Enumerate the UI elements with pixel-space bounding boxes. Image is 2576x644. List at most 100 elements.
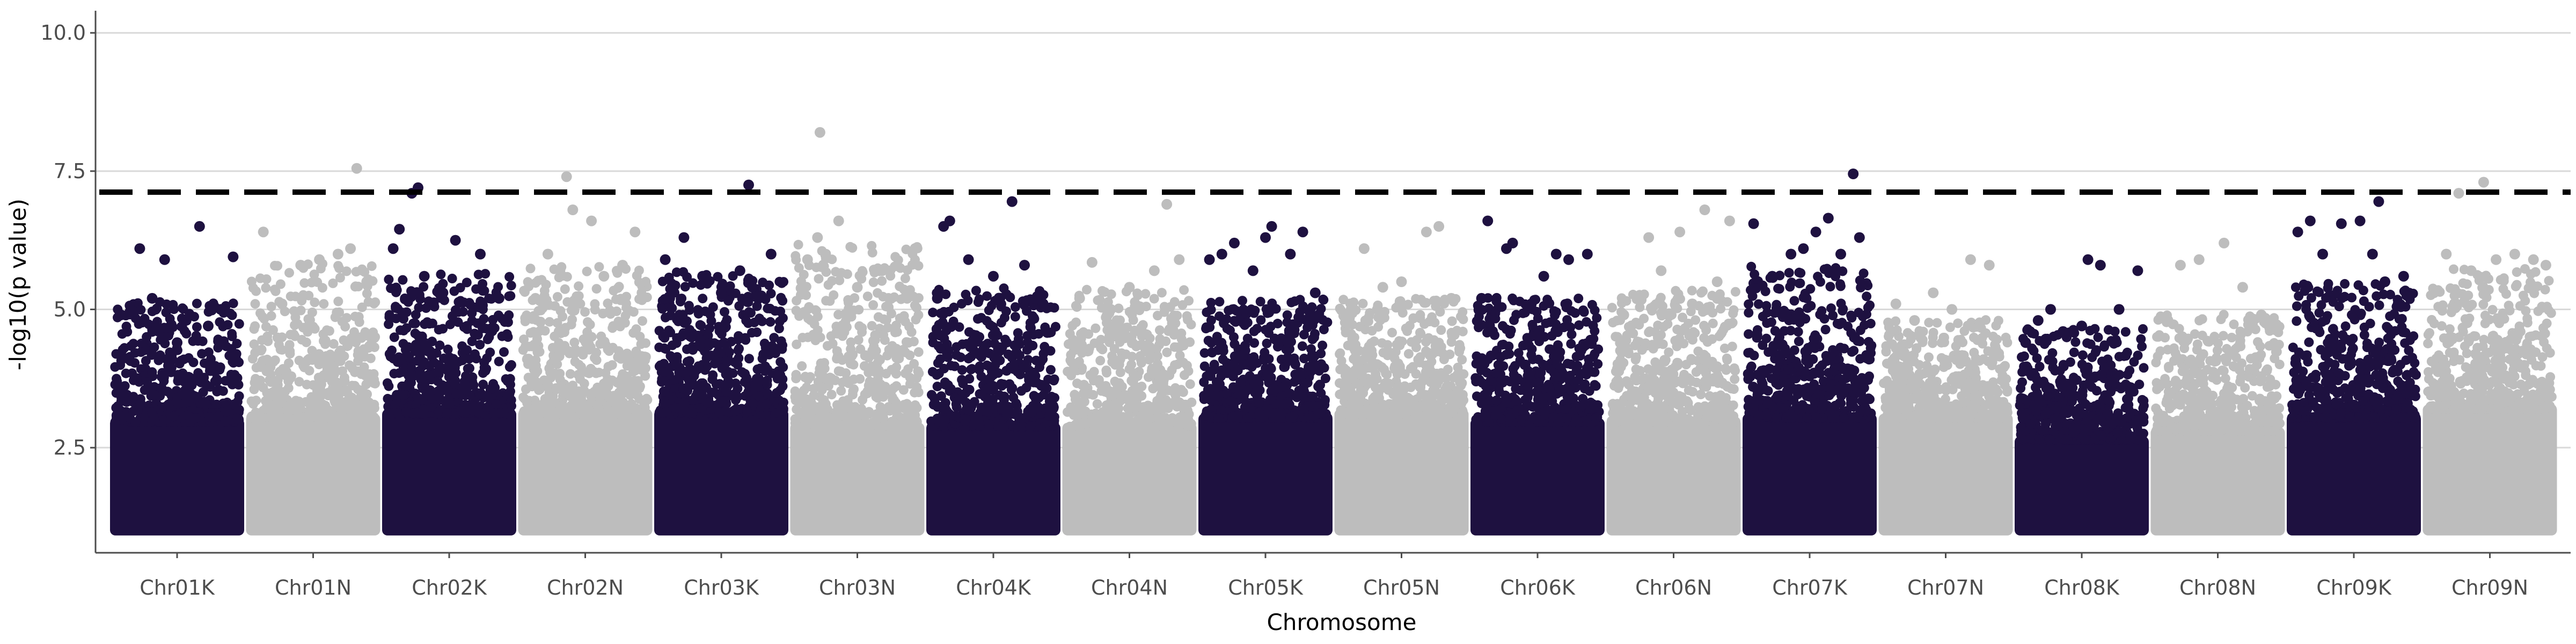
point bbox=[1285, 413, 1295, 423]
point bbox=[589, 367, 599, 377]
point bbox=[362, 289, 372, 299]
point bbox=[607, 375, 617, 385]
point bbox=[360, 327, 370, 337]
series-Chr05N bbox=[1334, 221, 1469, 536]
point bbox=[662, 407, 672, 417]
point bbox=[975, 332, 985, 342]
point bbox=[833, 310, 844, 320]
point bbox=[496, 408, 506, 418]
point bbox=[1125, 389, 1136, 399]
point bbox=[227, 331, 237, 341]
point bbox=[976, 313, 986, 323]
point bbox=[759, 339, 770, 348]
point bbox=[899, 284, 909, 295]
point bbox=[232, 339, 242, 349]
point bbox=[287, 371, 296, 381]
top-point-Chr01K-3 bbox=[147, 292, 158, 304]
point bbox=[1029, 391, 1039, 401]
point bbox=[765, 317, 775, 327]
point bbox=[744, 354, 754, 364]
point bbox=[1255, 297, 1265, 306]
top-point-Chr04K-0 bbox=[932, 292, 943, 304]
point bbox=[502, 329, 512, 339]
point bbox=[550, 301, 560, 311]
point bbox=[878, 392, 888, 402]
point bbox=[762, 399, 772, 409]
point bbox=[416, 372, 427, 383]
point bbox=[197, 336, 208, 346]
point bbox=[814, 274, 824, 284]
point bbox=[848, 305, 859, 316]
point bbox=[284, 358, 294, 368]
point bbox=[556, 328, 566, 339]
point bbox=[1049, 376, 1059, 386]
point bbox=[858, 395, 868, 405]
point bbox=[723, 296, 734, 306]
point bbox=[425, 361, 435, 371]
series-Chr01N bbox=[246, 163, 380, 536]
point bbox=[144, 319, 154, 330]
point bbox=[205, 382, 215, 392]
point bbox=[290, 320, 299, 330]
point bbox=[467, 372, 478, 382]
point bbox=[1229, 398, 1239, 408]
point bbox=[1026, 323, 1036, 333]
point bbox=[1170, 383, 1181, 393]
point bbox=[136, 398, 146, 408]
point bbox=[1021, 383, 1031, 393]
point bbox=[723, 376, 733, 386]
point bbox=[1239, 304, 1249, 314]
point bbox=[1095, 355, 1106, 365]
point bbox=[837, 407, 847, 417]
point bbox=[552, 292, 562, 302]
point bbox=[836, 386, 846, 396]
point bbox=[1071, 391, 1081, 401]
point bbox=[266, 377, 276, 387]
point bbox=[611, 294, 621, 304]
point bbox=[466, 405, 476, 415]
point bbox=[562, 297, 573, 307]
point bbox=[963, 354, 974, 364]
top-point-Chr01K-2 bbox=[134, 243, 145, 254]
point bbox=[752, 327, 762, 338]
point bbox=[1435, 307, 1445, 317]
top-point-Chr02N-4 bbox=[586, 215, 597, 226]
point bbox=[365, 372, 376, 382]
point bbox=[285, 349, 295, 359]
point bbox=[729, 357, 740, 367]
top-point-Chr01K-4 bbox=[159, 254, 170, 265]
top-point-Chr01N-2 bbox=[295, 260, 306, 271]
point bbox=[462, 324, 472, 334]
point bbox=[270, 411, 280, 421]
top-point-Chr01K-6 bbox=[194, 221, 205, 232]
point bbox=[1320, 374, 1330, 384]
point bbox=[1240, 402, 1250, 412]
point bbox=[628, 307, 639, 317]
point bbox=[370, 297, 380, 308]
point bbox=[913, 310, 924, 320]
point bbox=[547, 343, 558, 353]
point bbox=[796, 276, 806, 287]
top-point-Chr04N-3 bbox=[1124, 282, 1135, 293]
point bbox=[398, 390, 408, 400]
point bbox=[912, 373, 922, 383]
top-point-Chr04K-3 bbox=[963, 254, 974, 265]
point bbox=[767, 368, 777, 378]
point bbox=[972, 411, 983, 421]
point bbox=[112, 376, 122, 386]
point bbox=[1260, 347, 1270, 357]
point bbox=[818, 260, 828, 270]
point bbox=[1284, 326, 1294, 336]
point bbox=[281, 413, 291, 423]
point bbox=[530, 278, 540, 288]
point bbox=[443, 345, 453, 354]
point bbox=[1280, 399, 1290, 409]
point bbox=[408, 318, 419, 328]
point bbox=[1076, 419, 1086, 429]
point bbox=[356, 391, 366, 401]
point bbox=[1299, 354, 1309, 363]
point bbox=[961, 397, 971, 407]
point bbox=[932, 413, 942, 423]
point bbox=[506, 360, 516, 370]
point bbox=[188, 336, 198, 346]
